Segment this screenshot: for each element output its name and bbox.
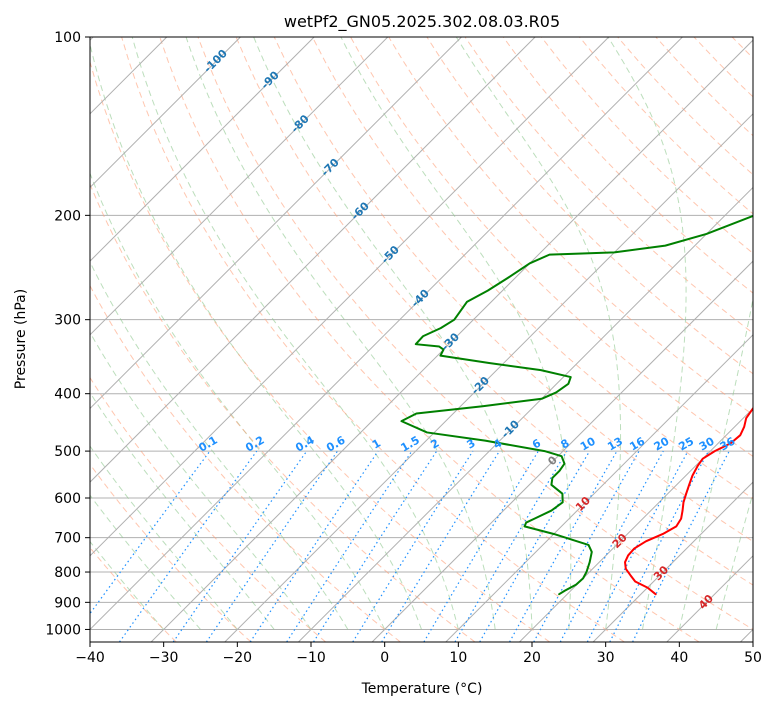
dry-adiabat bbox=[579, 37, 753, 215]
moist-adiabat bbox=[90, 494, 201, 630]
y-tick-label: 200 bbox=[54, 208, 81, 224]
dry-adiabat bbox=[197, 37, 753, 631]
moist-adiabat bbox=[90, 540, 165, 630]
moist-adiabat bbox=[90, 331, 312, 630]
dry-adiabat bbox=[540, 37, 753, 254]
y-tick-label: 600 bbox=[54, 491, 81, 507]
mixing-ratio-line bbox=[205, 450, 339, 642]
chart-title: wetPf2_GN05.2025.302.08.03.R05 bbox=[284, 12, 560, 32]
mixing-ratio-line bbox=[423, 450, 539, 642]
moist-adiabat bbox=[607, 37, 687, 630]
isotherm-line bbox=[666, 555, 753, 642]
moist-adiabat bbox=[90, 42, 422, 630]
dry-adiabat bbox=[502, 37, 753, 294]
isotherm-line bbox=[150, 39, 753, 642]
dry-adiabat bbox=[159, 37, 700, 642]
isotherm-line bbox=[224, 113, 753, 642]
isotherm-line bbox=[90, 37, 241, 189]
x-tick-label: 10 bbox=[449, 650, 467, 666]
dry-adiabat bbox=[350, 37, 753, 457]
moist-adiabat bbox=[678, 296, 753, 630]
mixing-ratio-line bbox=[381, 450, 500, 642]
mixing-ratio-line bbox=[119, 450, 258, 642]
dry-adiabat bbox=[311, 37, 753, 500]
mixing-ratio-line bbox=[352, 450, 474, 642]
y-tick-label: 500 bbox=[54, 444, 81, 460]
y-tick-label: 1000 bbox=[45, 622, 81, 638]
moist-adiabat bbox=[90, 391, 275, 630]
mixing-ratio-line bbox=[286, 450, 413, 642]
x-tick-label: 50 bbox=[744, 650, 762, 666]
dry-adiabat bbox=[770, 37, 775, 642]
moist-adiabat bbox=[340, 37, 572, 630]
y-tick-label: 100 bbox=[54, 30, 81, 46]
dry-adiabat bbox=[655, 37, 753, 137]
y-tick-label: 400 bbox=[54, 387, 81, 403]
isotherm-line bbox=[445, 334, 753, 642]
dry-adiabat bbox=[235, 37, 753, 586]
dry-adiabat bbox=[464, 37, 753, 334]
isotherm-line bbox=[90, 37, 610, 557]
mixing-ratio-label: 2 bbox=[428, 437, 441, 452]
dry-adiabat bbox=[90, 463, 252, 642]
moist-adiabat bbox=[90, 445, 238, 630]
moist-adiabat bbox=[715, 491, 753, 630]
mixing-ratio-line bbox=[454, 450, 568, 642]
mixing-ratio-line bbox=[586, 450, 689, 642]
y-tick-label: 900 bbox=[54, 595, 81, 611]
x-tick-label: 20 bbox=[523, 650, 541, 666]
x-tick-label: −20 bbox=[223, 650, 253, 666]
isotherm-line bbox=[298, 186, 753, 642]
dry-adiabat bbox=[693, 37, 753, 98]
dry-adiabat bbox=[90, 284, 401, 642]
isotherm-line bbox=[90, 37, 389, 336]
mixing-ratio-line bbox=[249, 450, 379, 642]
isotherm-line bbox=[90, 37, 536, 483]
line-labels: 0.1 0.2 0.4 0.6 1 1.5 2 3 4 6 8 10 13 16 20 25 30 36-100-… bbox=[196, 47, 737, 612]
x-tick-label: 40 bbox=[670, 650, 688, 666]
temperature-profile-line bbox=[624, 406, 753, 596]
mixing-ratio-line bbox=[559, 450, 664, 642]
moist-adiabat bbox=[90, 260, 349, 630]
x-axis-title: Temperature (°C) bbox=[361, 681, 483, 697]
dry-adiabat bbox=[121, 37, 625, 642]
x-tick-label: −10 bbox=[296, 650, 326, 666]
isotherm-line bbox=[592, 481, 753, 642]
moist-adiabat bbox=[253, 37, 533, 630]
mixing-ratio-line bbox=[632, 450, 730, 642]
isotherm-line bbox=[519, 407, 753, 642]
moist-adiabat bbox=[90, 171, 386, 630]
dry-adiabat bbox=[90, 182, 476, 642]
y-tick-label: 300 bbox=[54, 313, 81, 329]
moist-adiabat bbox=[752, 627, 753, 630]
y-tick-label: 700 bbox=[54, 531, 81, 547]
dry-adiabat bbox=[617, 37, 753, 176]
dry-adiabat bbox=[90, 376, 326, 642]
dry-adiabat bbox=[273, 37, 753, 543]
isotherm-line bbox=[90, 37, 462, 410]
isotherm-line bbox=[740, 628, 753, 642]
x-tick-label: 30 bbox=[597, 650, 615, 666]
x-tick-label: −40 bbox=[75, 650, 105, 666]
dewpoint-profile-line bbox=[400, 214, 753, 596]
moist-adiabat bbox=[185, 37, 496, 630]
y-tick-label: 800 bbox=[54, 565, 81, 581]
dry-adiabat bbox=[90, 60, 551, 642]
mixing-ratio-line bbox=[172, 450, 308, 642]
plot-frame bbox=[89, 36, 754, 643]
moist-adiabat bbox=[455, 37, 622, 630]
isotherm-line bbox=[90, 37, 683, 631]
plot-area bbox=[90, 37, 775, 642]
isotherm-line bbox=[371, 260, 753, 642]
mixing-ratio-line bbox=[313, 450, 438, 642]
y-axis-title: Pressure (hPa) bbox=[13, 289, 29, 389]
isotherm-line bbox=[90, 37, 315, 262]
x-tick-label: 0 bbox=[380, 650, 389, 666]
moist-adiabat bbox=[131, 37, 459, 630]
x-tick-label: −30 bbox=[149, 650, 179, 666]
